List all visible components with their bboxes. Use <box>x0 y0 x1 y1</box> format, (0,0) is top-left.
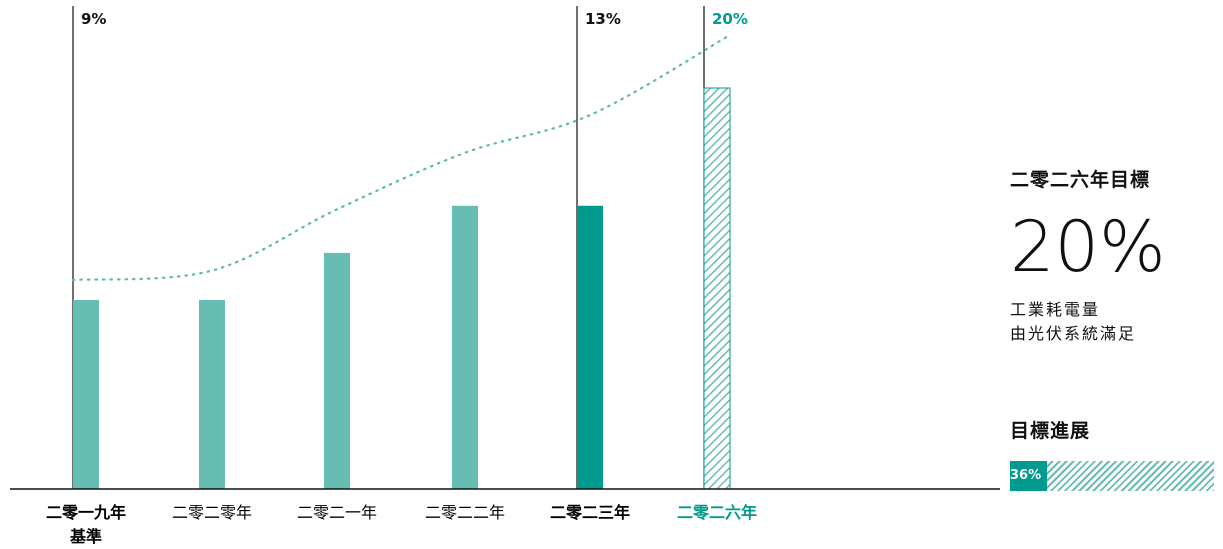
bar-2 <box>324 252 350 489</box>
category-sublabel-0: 基準 <box>69 527 102 546</box>
progress-label: 36% <box>1010 468 1042 483</box>
bar-5 <box>703 87 731 490</box>
bar-4 <box>577 205 603 489</box>
value-label-0: 9% <box>81 10 106 28</box>
category-label-3: 二零二二年 <box>425 503 505 522</box>
category-label-5: 二零二六年 <box>677 503 757 522</box>
category-label-0: 二零一九年 <box>46 503 126 522</box>
category-label-1: 二零二零年 <box>172 503 252 522</box>
trend-line <box>71 33 732 282</box>
category-label-2: 二零二一年 <box>297 503 377 522</box>
target-value: 20% <box>1010 206 1166 288</box>
category-label-4: 二零二三年 <box>550 503 630 522</box>
bar-0 <box>73 300 99 489</box>
progress-title: 目標進展 <box>1010 420 1091 442</box>
progress-fill: 36% <box>1010 461 1047 491</box>
value-label-5: 20% <box>712 10 748 28</box>
target-description-line1: 工業耗電量 <box>1010 300 1101 319</box>
progress-remaining <box>1046 461 1214 491</box>
target-description: 工業耗電量 由光伏系統滿足 <box>1010 298 1136 346</box>
bar-1 <box>199 300 225 489</box>
target-description-line2: 由光伏系統滿足 <box>1010 324 1137 343</box>
progress-bar: 36% <box>1010 461 1214 491</box>
value-label-4: 13% <box>585 10 621 28</box>
target-title: 二零二六年目標 <box>1010 169 1151 191</box>
bar-3 <box>452 205 478 489</box>
